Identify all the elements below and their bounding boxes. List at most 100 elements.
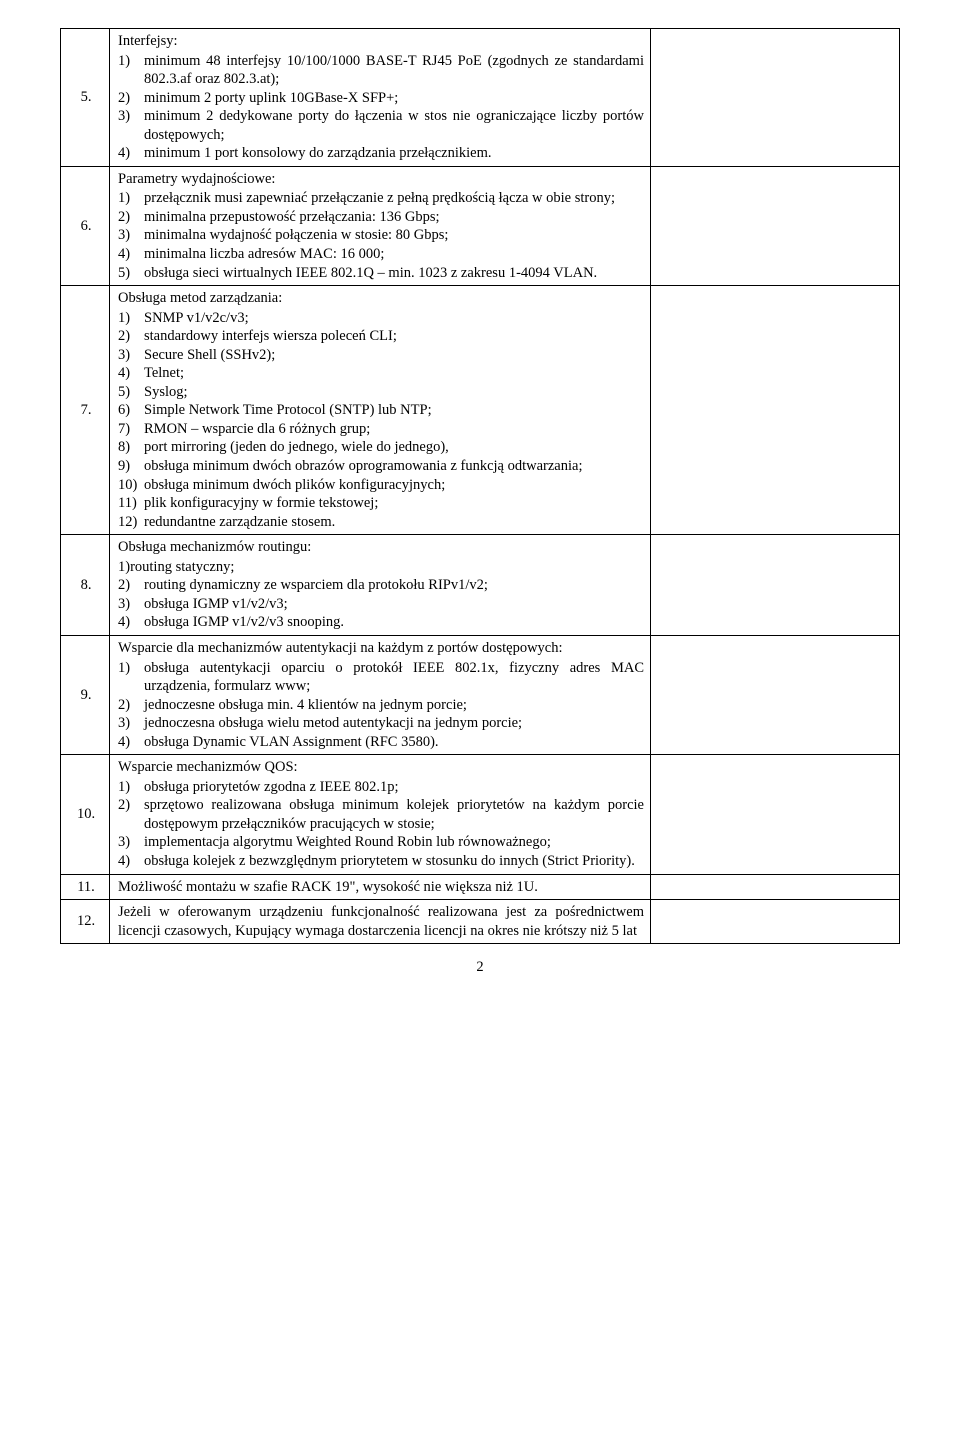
table-row: 8.Obsługa mechanizmów routingu:1)routing…	[61, 535, 900, 636]
list-item-marker: 3)	[118, 107, 142, 126]
row-list: 1)obsługa priorytetów zgodna z IEEE 802.…	[118, 778, 644, 871]
row-empty-cell	[651, 874, 900, 900]
list-item-marker: 2)	[118, 208, 142, 227]
list-item: 2)minimum 2 porty uplink 10GBase-X SFP+;	[144, 89, 644, 108]
row-number: 7.	[61, 286, 110, 535]
row-description: Jeżeli w oferowanym urządzeniu funkcjona…	[110, 900, 651, 944]
list-item: 12)redundantne zarządzanie stosem.	[144, 513, 644, 532]
list-item: 6)Simple Network Time Protocol (SNTP) lu…	[144, 401, 644, 420]
table-row: 11. Możliwość montażu w szafie RACK 19", …	[61, 874, 900, 900]
list-item-marker: 1)	[118, 778, 142, 797]
list-item: 10)obsługa minimum dwóch plików konfigur…	[144, 476, 644, 495]
row-description-inner: Jeżeli w oferowanym urządzeniu funkcjona…	[116, 902, 646, 941]
row-description-inner: Wsparcie mechanizmów QOS:1)obsługa prior…	[116, 757, 646, 871]
list-item-marker: 10)	[118, 476, 142, 495]
list-item: 3)minimalna wydajność połączenia w stosi…	[144, 226, 644, 245]
list-item-marker: 5)	[118, 264, 142, 283]
spec-table: 5.Interfejsy:1)minimum 48 interfejsy 10/…	[60, 28, 900, 944]
row-empty-cell	[651, 166, 900, 285]
row-description: Wsparcie dla mechanizmów autentykacji na…	[110, 635, 651, 754]
list-item-marker: 2)	[118, 89, 142, 108]
list-item-marker: 7)	[118, 420, 142, 439]
row-description: Obsługa mechanizmów routingu:1)routing s…	[110, 535, 651, 636]
row-empty-cell	[651, 635, 900, 754]
list-item-marker: 4)	[118, 733, 142, 752]
row-list: 1)SNMP v1/v2c/v3;2)standardowy interfejs…	[118, 309, 644, 532]
list-item: 1)obsługa priorytetów zgodna z IEEE 802.…	[144, 778, 644, 797]
row-number: 10.	[61, 755, 110, 874]
list-item-marker: 2)	[118, 696, 142, 715]
list-item-marker: 4)	[118, 852, 142, 871]
row-number: 11.	[61, 874, 110, 900]
list-item-marker: 3)	[118, 714, 142, 733]
row-first-item: 1)routing statyczny;	[118, 558, 644, 577]
row-description-inner: Wsparcie dla mechanizmów autentykacji na…	[116, 638, 646, 752]
row-description-inner: Interfejsy:1)minimum 48 interfejsy 10/10…	[116, 31, 646, 164]
list-item: 4)Telnet;	[144, 364, 644, 383]
row-description: Parametry wydajnościowe:1)przełącznik mu…	[110, 166, 651, 285]
row-number: 12.	[61, 900, 110, 944]
list-item: 4)minimum 1 port konsolowy do zarządzani…	[144, 144, 644, 163]
row-heading: Wsparcie dla mechanizmów autentykacji na…	[118, 639, 644, 658]
page: 5.Interfejsy:1)minimum 48 interfejsy 10/…	[0, 0, 960, 997]
list-item: 9)obsługa minimum dwóch obrazów oprogram…	[144, 457, 644, 476]
row-heading: Obsługa metod zarządzania:	[118, 289, 644, 308]
row-list: 1)przełącznik musi zapewniać przełączani…	[118, 189, 644, 282]
list-item: 2)routing dynamiczny ze wsparciem dla pr…	[144, 576, 644, 595]
list-item: 1)SNMP v1/v2c/v3;	[144, 309, 644, 328]
table-row: 10.Wsparcie mechanizmów QOS:1)obsługa pr…	[61, 755, 900, 874]
list-item: 8)port mirroring (jeden do jednego, wiel…	[144, 438, 644, 457]
row-heading: Parametry wydajnościowe:	[118, 170, 644, 189]
list-item: 4)obsługa kolejek z bezwzględnym prioryt…	[144, 852, 644, 871]
list-item: 3)obsługa IGMP v1/v2/v3;	[144, 595, 644, 614]
list-item: 5)obsługa sieci wirtualnych IEEE 802.1Q …	[144, 264, 644, 283]
list-item-marker: 2)	[118, 327, 142, 346]
list-item-marker: 4)	[118, 245, 142, 264]
row-description: Możliwość montażu w szafie RACK 19", wys…	[110, 874, 651, 900]
list-item-marker: 3)	[118, 595, 142, 614]
list-item: 3)implementacja algorytmu Weighted Round…	[144, 833, 644, 852]
row-empty-cell	[651, 755, 900, 874]
list-item: 3)minimum 2 dedykowane porty do łączenia…	[144, 107, 644, 144]
list-item-marker: 2)	[118, 576, 142, 595]
list-item: 2)jednoczesne obsługa min. 4 klientów na…	[144, 696, 644, 715]
list-item-marker: 1)	[118, 189, 142, 208]
list-item: 4)obsługa Dynamic VLAN Assignment (RFC 3…	[144, 733, 644, 752]
list-item: 2)sprzętowo realizowana obsługa minimum …	[144, 796, 644, 833]
list-item: 2)minimalna przepustowość przełączania: …	[144, 208, 644, 227]
row-heading: Interfejsy:	[118, 32, 644, 51]
row-description: Wsparcie mechanizmów QOS:1)obsługa prior…	[110, 755, 651, 874]
row-plain-text: Możliwość montażu w szafie RACK 19", wys…	[118, 878, 644, 897]
table-row: 12.Jeżeli w oferowanym urządzeniu funkcj…	[61, 900, 900, 944]
list-item-marker: 11)	[118, 494, 142, 513]
row-list: 2)routing dynamiczny ze wsparciem dla pr…	[118, 576, 644, 632]
list-item-marker: 4)	[118, 144, 142, 163]
list-item: 4)minimalna liczba adresów MAC: 16 000;	[144, 245, 644, 264]
row-list: 1)minimum 48 interfejsy 10/100/1000 BASE…	[118, 52, 644, 163]
list-item-marker: 12)	[118, 513, 142, 532]
row-plain-text: Jeżeli w oferowanym urządzeniu funkcjona…	[118, 903, 644, 940]
list-item-marker: 4)	[118, 364, 142, 383]
row-description: Interfejsy:1)minimum 48 interfejsy 10/10…	[110, 29, 651, 167]
list-item: 2)standardowy interfejs wiersza poleceń …	[144, 327, 644, 346]
list-item-marker: 4)	[118, 613, 142, 632]
row-heading: Obsługa mechanizmów routingu:	[118, 538, 644, 557]
list-item-marker: 2)	[118, 796, 142, 815]
row-number: 5.	[61, 29, 110, 167]
table-row: 5.Interfejsy:1)minimum 48 interfejsy 10/…	[61, 29, 900, 167]
list-item: 3)jednoczesna obsługa wielu metod autent…	[144, 714, 644, 733]
row-empty-cell	[651, 286, 900, 535]
list-item: 7)RMON – wsparcie dla 6 różnych grup;	[144, 420, 644, 439]
row-description-inner: Obsługa mechanizmów routingu:1)routing s…	[116, 537, 646, 633]
list-item-marker: 1)	[118, 659, 142, 678]
row-number: 9.	[61, 635, 110, 754]
table-row: 7.Obsługa metod zarządzania:1)SNMP v1/v2…	[61, 286, 900, 535]
page-number: 2	[60, 958, 900, 977]
list-item: 3)Secure Shell (SSHv2);	[144, 346, 644, 365]
row-description-inner: Obsługa metod zarządzania:1)SNMP v1/v2c/…	[116, 288, 646, 532]
list-item-marker: 3)	[118, 346, 142, 365]
list-item: 4)obsługa IGMP v1/v2/v3 snooping.	[144, 613, 644, 632]
row-empty-cell	[651, 900, 900, 944]
row-heading: Wsparcie mechanizmów QOS:	[118, 758, 644, 777]
list-item: 11)plik konfiguracyjny w formie tekstowe…	[144, 494, 644, 513]
